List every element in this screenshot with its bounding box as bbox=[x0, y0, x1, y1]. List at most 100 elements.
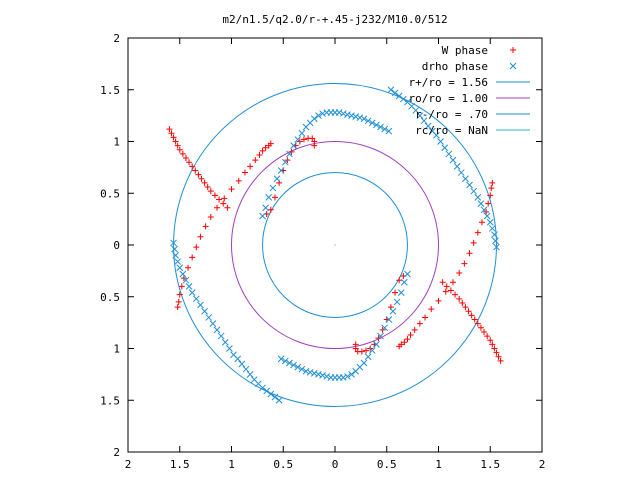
w-phase-point bbox=[211, 192, 218, 199]
w-phase-point bbox=[491, 345, 498, 352]
legend-label: W phase bbox=[442, 44, 488, 57]
phase-points bbox=[166, 86, 504, 404]
w-phase-point bbox=[439, 279, 446, 286]
drho-phase-point bbox=[179, 270, 187, 278]
w-phase-point bbox=[363, 347, 370, 354]
drho-phase-point bbox=[373, 341, 380, 348]
x-tick-label: 1.5 bbox=[170, 458, 190, 471]
w-phase-point bbox=[221, 195, 228, 202]
w-phase-point bbox=[487, 337, 494, 344]
y-tick-label: 0.5 bbox=[100, 291, 120, 304]
w-phase-point bbox=[259, 147, 266, 154]
drho-phase-point bbox=[449, 156, 457, 164]
drho-phase-point bbox=[242, 365, 250, 373]
w-phase-point bbox=[485, 200, 492, 207]
drho-phase-point bbox=[197, 301, 204, 309]
w-phase-point bbox=[459, 299, 466, 306]
legend: W phase drho phase r+/ro = 1.56 ro/ro = 1.0… bbox=[409, 44, 530, 137]
w-phase-point bbox=[465, 308, 472, 315]
drho-phase-point bbox=[377, 123, 384, 131]
legend-label: drho phase bbox=[422, 60, 488, 73]
drho-phase-point bbox=[170, 239, 177, 247]
chart-title: m2/n1.5/q2.0/r-+.45-j232/M10.0/512 bbox=[222, 13, 447, 26]
origin-dot bbox=[334, 244, 336, 246]
drho-phase-point bbox=[470, 187, 478, 195]
drho-phase-point bbox=[352, 367, 360, 375]
w-phase-point bbox=[487, 192, 494, 199]
w-phase-point bbox=[178, 283, 185, 290]
drho-phase-point bbox=[277, 167, 285, 174]
drho-phase-point bbox=[385, 127, 393, 135]
w-phase-point bbox=[392, 289, 399, 296]
w-phase-point bbox=[449, 279, 456, 286]
drho-phase-point bbox=[488, 225, 496, 232]
drho-phase-point bbox=[262, 204, 270, 212]
drho-phase-point bbox=[462, 175, 469, 183]
drho-phase-point bbox=[395, 92, 403, 100]
drho-phase-point bbox=[294, 136, 302, 143]
w-phase-point bbox=[170, 134, 177, 141]
w-phase-point bbox=[224, 204, 231, 211]
radius-circles bbox=[173, 83, 497, 407]
y-tick-label: 0.5 bbox=[100, 187, 120, 200]
drho-phase-point bbox=[281, 357, 289, 365]
w-phase-point bbox=[478, 219, 485, 226]
w-phase-point bbox=[452, 291, 459, 298]
drho-phase-point bbox=[327, 374, 335, 381]
drho-phase-point bbox=[217, 332, 225, 340]
w-phase-point bbox=[201, 179, 208, 186]
y-tick-label: 1.5 bbox=[100, 394, 120, 407]
w-phase-point bbox=[228, 186, 235, 193]
drho-phase-point bbox=[339, 110, 347, 117]
drho-phase-point bbox=[171, 245, 178, 253]
legend-label: r-/ro = .70 bbox=[415, 108, 488, 121]
drho-phase-point bbox=[387, 86, 395, 94]
drho-phase-point bbox=[356, 114, 364, 122]
drho-phase-point bbox=[323, 373, 331, 380]
drho-phase-point bbox=[373, 121, 380, 129]
w-phase-point bbox=[456, 295, 463, 302]
drho-phase-point bbox=[441, 144, 449, 152]
w-phase-point bbox=[216, 196, 223, 203]
w-phase-point bbox=[497, 357, 504, 364]
w-phase-point bbox=[435, 297, 442, 304]
w-phase-point bbox=[271, 194, 278, 201]
drho-phase-point bbox=[298, 365, 306, 373]
w-phase-point bbox=[416, 320, 423, 327]
w-phase-point bbox=[398, 341, 405, 348]
w-phase-point bbox=[354, 348, 361, 355]
drho-phase-point bbox=[319, 372, 326, 379]
drho-phase-point bbox=[201, 307, 208, 315]
w-phase-point bbox=[193, 244, 200, 251]
drho-phase-point bbox=[453, 162, 461, 170]
drho-phase-point bbox=[182, 276, 190, 284]
drho-phase-point bbox=[302, 367, 310, 375]
w-phase-point bbox=[477, 324, 484, 331]
circle-1 bbox=[173, 83, 497, 407]
w-phase-point bbox=[396, 277, 403, 284]
legend-key-drho-phase bbox=[509, 62, 517, 70]
drho-phase-point bbox=[491, 231, 498, 239]
drho-phase-point bbox=[290, 142, 297, 149]
drho-phase-point bbox=[480, 206, 488, 214]
drho-phase-point bbox=[428, 127, 436, 135]
w-phase-point bbox=[471, 316, 478, 323]
w-phase-point bbox=[174, 142, 181, 149]
drho-phase-point bbox=[298, 129, 306, 137]
w-phase-point bbox=[468, 312, 475, 319]
w-phase-point bbox=[422, 314, 429, 321]
drho-phase-point bbox=[348, 112, 355, 119]
w-phase-point bbox=[411, 326, 418, 333]
drho-phase-point bbox=[348, 371, 355, 378]
drho-phase-point bbox=[352, 113, 360, 121]
w-phase-point bbox=[197, 233, 204, 240]
drho-phase-point bbox=[335, 109, 343, 116]
drho-phase-point bbox=[400, 278, 408, 286]
drho-phase-point bbox=[397, 289, 405, 296]
w-phase-point bbox=[166, 126, 173, 133]
y-tick-label: 2 bbox=[113, 446, 120, 459]
y-tick-label: 1.5 bbox=[100, 84, 120, 97]
legend-label: ro/ro = 1.00 bbox=[409, 92, 488, 105]
w-phase-point bbox=[179, 150, 186, 157]
w-phase-point bbox=[202, 223, 209, 230]
